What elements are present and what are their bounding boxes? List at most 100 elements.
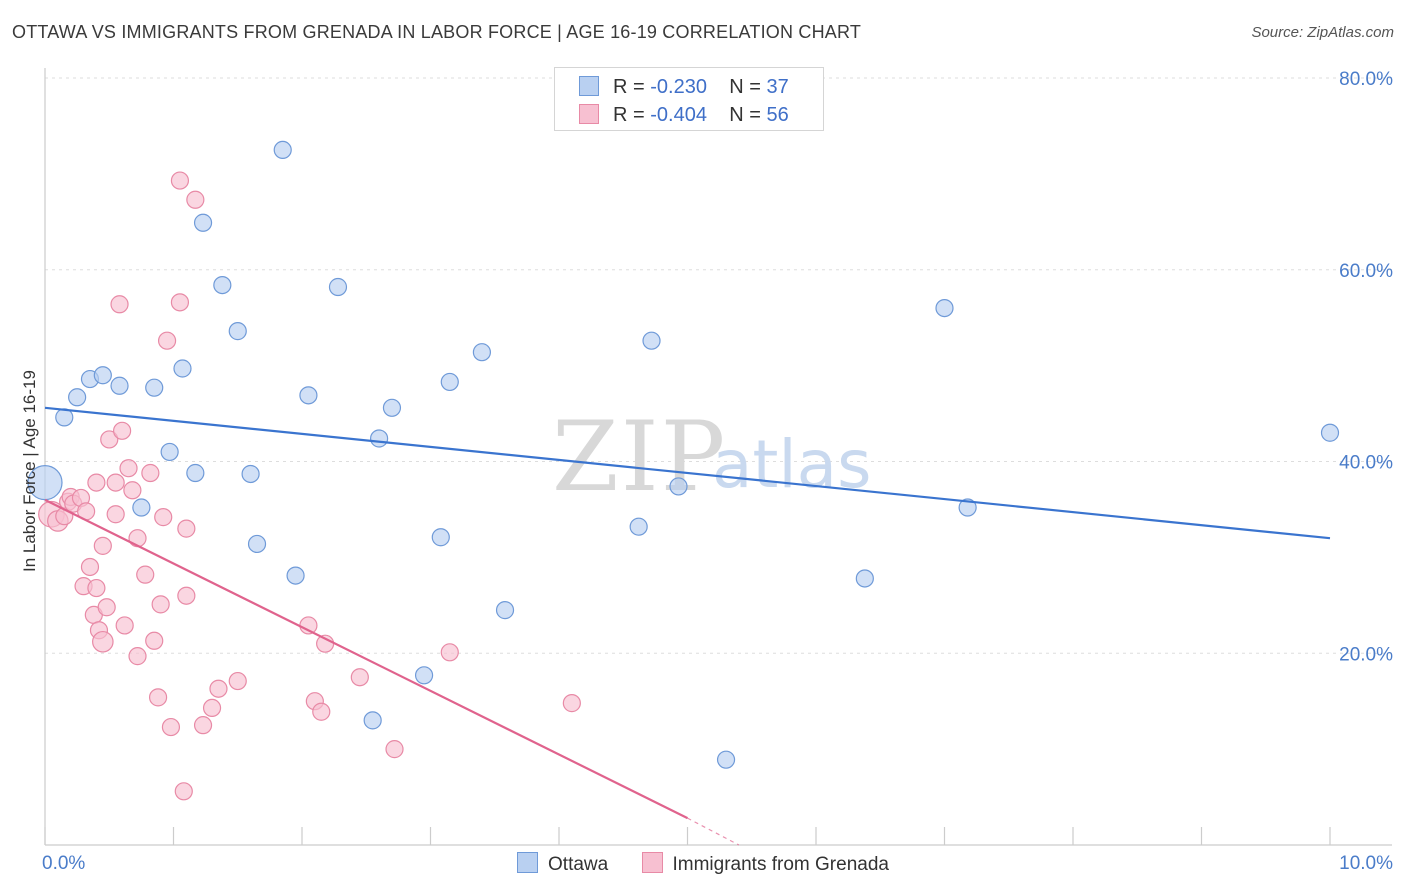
grenada-point bbox=[106, 473, 125, 492]
grenada-point bbox=[97, 598, 116, 617]
ottawa-point bbox=[173, 359, 192, 378]
grenada-point bbox=[145, 631, 164, 650]
grenada-point bbox=[128, 647, 147, 666]
ottawa-point bbox=[228, 322, 247, 341]
ottawa-point bbox=[855, 569, 874, 588]
y-tick-label: 40.0% bbox=[1339, 453, 1393, 474]
legend-swatch-ottawa bbox=[517, 852, 539, 873]
ottawa-point bbox=[213, 275, 232, 295]
n-label: N = bbox=[729, 76, 761, 98]
trend-lines bbox=[44, 406, 1331, 846]
ottawa-point bbox=[440, 372, 459, 392]
ottawa-r-value: -0.230 bbox=[650, 76, 707, 98]
ottawa-point bbox=[370, 429, 389, 448]
ottawa-point bbox=[145, 378, 164, 397]
r-label: R = bbox=[613, 76, 645, 98]
y-tick-label: 20.0% bbox=[1339, 644, 1393, 665]
ottawa-point bbox=[414, 666, 434, 685]
y-tick-label: 60.0% bbox=[1339, 261, 1393, 282]
grenada-point bbox=[312, 702, 331, 721]
ottawa-point bbox=[1320, 423, 1340, 442]
ottawa-point bbox=[241, 464, 260, 484]
ottawa-point bbox=[247, 534, 267, 554]
gridlines bbox=[45, 77, 1392, 654]
tick-labels: 20.0% 40.0% 60.0% 80.0% 0.0% 10.0% In Labor Fo… bbox=[20, 69, 1393, 874]
y-tick-label: 80.0% bbox=[1339, 69, 1393, 90]
grenada-point bbox=[100, 430, 119, 449]
grenada-point bbox=[440, 643, 459, 662]
ottawa-point bbox=[958, 498, 977, 517]
ottawa-point bbox=[669, 477, 688, 496]
grenada-trend-extension bbox=[687, 817, 740, 846]
ottawa-point bbox=[27, 464, 63, 501]
ottawa-point bbox=[160, 442, 179, 462]
grenada-point bbox=[115, 616, 134, 635]
stats-legend-row-grenada: R = -0.404 N = 56 bbox=[579, 104, 789, 127]
ottawa-point bbox=[382, 398, 402, 417]
watermark-atlas: atlas bbox=[712, 426, 872, 503]
grenada-point bbox=[350, 668, 369, 687]
stats-legend: R = -0.230 N = 37 R = -0.404 N = 56 bbox=[554, 67, 824, 131]
data-points bbox=[27, 140, 1340, 801]
legend-item-ottawa[interactable]: Ottawa bbox=[517, 852, 608, 876]
grenada-point bbox=[202, 698, 222, 717]
ottawa-point bbox=[935, 299, 954, 318]
chart-title: OTTAWA VS IMMIGRANTS FROM GRENADA IN LAB… bbox=[12, 22, 862, 42]
chart-source: Source: ZipAtlas.com bbox=[1251, 24, 1394, 41]
ottawa-point bbox=[132, 498, 151, 517]
ottawa-point bbox=[193, 213, 213, 232]
grenada-point bbox=[193, 716, 213, 735]
ottawa-point bbox=[68, 388, 87, 407]
grenada-trend-line bbox=[44, 498, 688, 820]
ottawa-point bbox=[642, 331, 661, 350]
ottawa-point bbox=[93, 366, 112, 385]
ottawa-point bbox=[363, 711, 382, 730]
ottawa-swatch bbox=[579, 76, 599, 96]
legend-label-grenada: Immigrants from Grenada bbox=[672, 854, 889, 875]
grenada-point bbox=[87, 473, 106, 492]
grenada-point bbox=[87, 578, 106, 598]
grenada-point bbox=[385, 740, 404, 759]
ottawa-point bbox=[110, 376, 129, 395]
grenada-point bbox=[562, 694, 581, 713]
ottawa-point bbox=[716, 750, 736, 769]
ottawa-point bbox=[472, 343, 491, 362]
grenada-point bbox=[177, 519, 196, 538]
ottawa-point bbox=[431, 528, 450, 547]
grenada-point bbox=[170, 293, 190, 312]
grenada-point bbox=[177, 586, 196, 605]
x-tick-label: 0.0% bbox=[42, 853, 85, 874]
grenada-point bbox=[174, 782, 193, 801]
grenada-point bbox=[119, 459, 138, 478]
grenada-point bbox=[228, 671, 247, 691]
watermark: ZIP atlas bbox=[552, 401, 872, 513]
ottawa-point bbox=[629, 517, 648, 536]
grenada-point bbox=[148, 688, 168, 707]
grenada-point bbox=[154, 508, 173, 527]
grenada-swatch bbox=[579, 104, 599, 124]
legend-label-ottawa: Ottawa bbox=[548, 854, 609, 875]
ottawa-point bbox=[273, 140, 292, 160]
x-tick-label: 10.0% bbox=[1339, 853, 1393, 874]
grenada-point bbox=[112, 421, 132, 440]
grenada-r-value: -0.404 bbox=[650, 104, 707, 126]
ottawa-trend-line bbox=[44, 406, 1331, 540]
grenada-point bbox=[106, 505, 125, 524]
legend-item-grenada[interactable]: Immigrants from Grenada bbox=[641, 852, 889, 876]
r-label: R = bbox=[613, 104, 645, 126]
n-label: N = bbox=[729, 104, 761, 126]
grenada-point bbox=[123, 481, 142, 500]
grenada-n-value: 56 bbox=[766, 104, 789, 126]
y-axis-label: In Labor Force | Age 16-19 bbox=[20, 370, 39, 572]
ottawa-point bbox=[299, 386, 318, 405]
grenada-point bbox=[186, 190, 205, 209]
grenada-point bbox=[136, 565, 155, 584]
grenada-point bbox=[110, 295, 129, 314]
grenada-point bbox=[80, 557, 100, 577]
ottawa-point bbox=[328, 277, 348, 297]
stats-legend-row-ottawa: R = -0.230 N = 37 bbox=[579, 76, 789, 99]
grenada-point bbox=[157, 331, 177, 350]
axes bbox=[44, 68, 1392, 846]
grenada-point bbox=[141, 463, 160, 483]
legend-swatch-grenada bbox=[641, 852, 663, 873]
